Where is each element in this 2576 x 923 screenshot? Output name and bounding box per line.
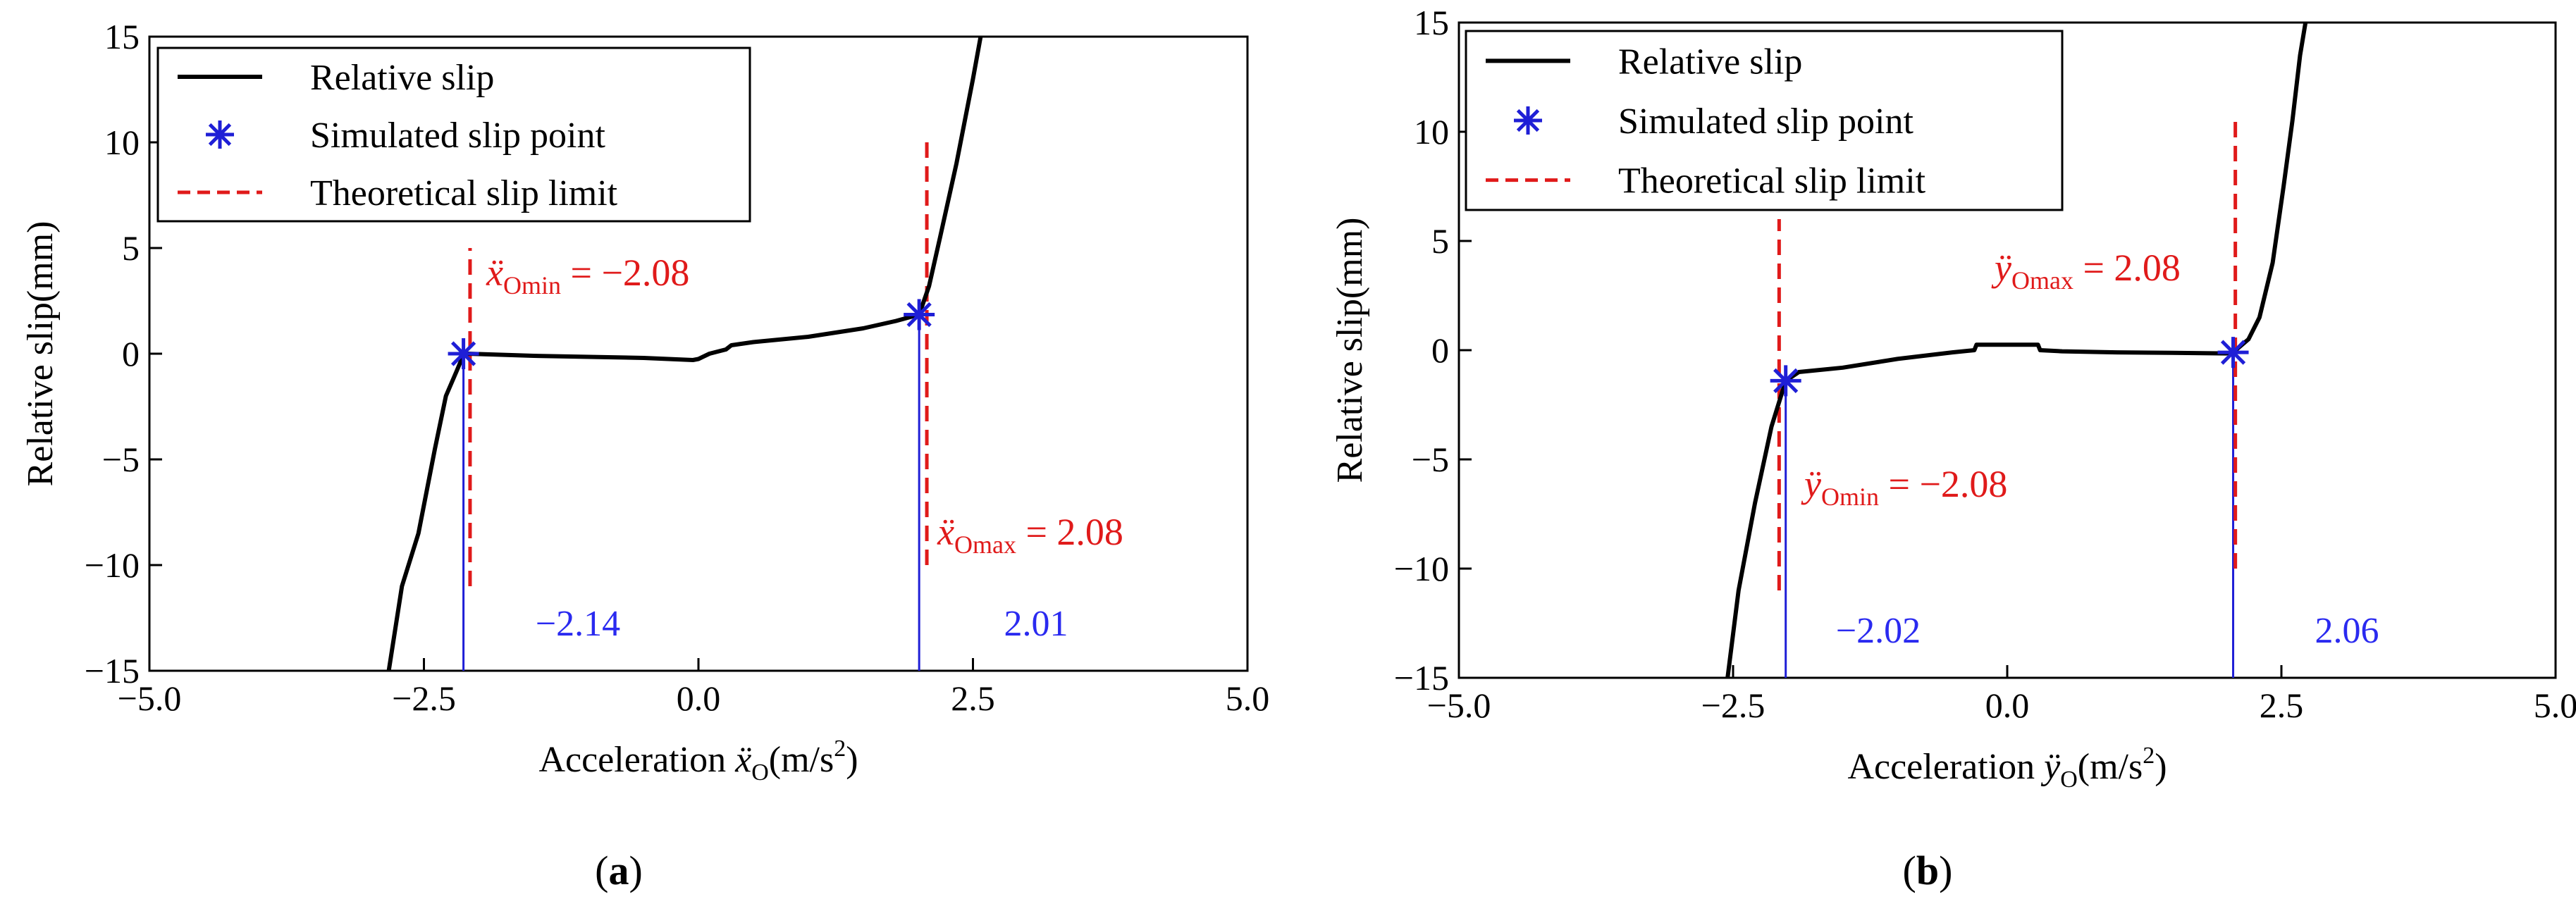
legend: Relative slip Simulated slip point Theoret…	[1465, 30, 2064, 211]
legend-swatch-asterisk	[1514, 106, 1542, 135]
legend-entry-label: Simulated slip point	[310, 116, 605, 156]
simulated-slip-point	[448, 338, 479, 369]
simulated-slip-point	[1770, 365, 1801, 397]
chart-panel-b: −5.0 −2.5 0.0 2.5 5.0 −15 −10 −5 0 5 10 15 Relative …	[1330, 3, 2576, 893]
y-tick-label: −15	[85, 651, 140, 690]
y-tick-label: 0	[1431, 330, 1449, 370]
x-axis-label-unit: (m/s	[769, 740, 834, 780]
slip-value-label: 2.06	[2315, 611, 2379, 651]
x-tick-label: 2.5	[2260, 686, 2304, 725]
limit-label-var: ẍ	[937, 511, 954, 553]
x-axis-label-sup: 2	[2143, 743, 2155, 769]
panel-label: (b)	[1903, 848, 1953, 893]
asterisk-stroke	[1516, 109, 1540, 132]
y-tick-label: 0	[122, 334, 140, 373]
y-tick-label: −15	[1394, 658, 1449, 698]
x-tick-label: 2.5	[951, 679, 995, 718]
limit-label-sub: Omax	[954, 531, 1016, 559]
x-axis-label-sup: 2	[834, 736, 846, 762]
simulated-slip-point	[904, 299, 935, 330]
x-axis-label-unit: (m/s	[2078, 747, 2143, 787]
asterisk-stroke	[1773, 368, 1799, 394]
legend-entry-label: Theoretical slip limit	[1618, 161, 1926, 202]
x-tick-label: −2.5	[392, 679, 456, 718]
asterisk-stroke	[450, 341, 476, 366]
x-tick-label: 5.0	[2534, 686, 2576, 725]
x-axis-label-prefix: Acceleration	[538, 740, 735, 780]
x-axis-label-close: )	[846, 740, 858, 780]
y-tick-label: 10	[1414, 112, 1449, 151]
limit-label: ẍOmin = −2.08	[486, 252, 689, 299]
slip-value-label: −2.14	[536, 604, 620, 644]
limit-label-sub: Omin	[1821, 483, 1879, 511]
panel-label-letter: b	[1916, 848, 1939, 893]
panel-label-letter: a	[609, 848, 629, 893]
x-tick-label: 0.0	[1985, 686, 2030, 725]
asterisk-stroke	[208, 123, 232, 147]
limit-label-var: ÿ	[1801, 463, 1821, 505]
x-axis-label-var: ÿ	[2040, 747, 2061, 787]
relative-slip-curve	[386, 37, 983, 671]
x-axis-label-sub: O	[751, 760, 769, 786]
asterisk-stroke	[2220, 340, 2246, 365]
limit-label: ÿOmin = −2.08	[1801, 463, 2007, 511]
limit-label: ÿOmax = 2.08	[1991, 247, 2181, 295]
legend: Relative slip Simulated slip point Theoret…	[156, 47, 751, 223]
limit-label-var: ẍ	[486, 252, 503, 294]
y-tick-label: −5	[1412, 440, 1449, 479]
y-tick-label: 15	[104, 17, 140, 56]
limit-label-var: ÿ	[1991, 247, 2011, 289]
legend-entry-label: Theoretical slip limit	[310, 173, 618, 213]
y-tick-label: 5	[1431, 221, 1449, 261]
limit-label: ẍOmax = 2.08	[937, 511, 1123, 559]
slip-value-label: 2.01	[1004, 604, 1068, 644]
x-axis-label-sub: O	[2060, 767, 2078, 793]
limit-label-value: = −2.08	[1879, 463, 2007, 505]
x-axis-label-close: )	[2155, 747, 2167, 787]
x-axis-label: Acceleration ẍO(m/s2)	[538, 736, 858, 786]
slip-value-label: −2.02	[1836, 611, 1921, 651]
legend-entry-label: Simulated slip point	[1618, 101, 1913, 142]
x-axis-label: Acceleration ÿO(m/s2)	[1847, 743, 2167, 793]
x-tick-label: 5.0	[1226, 679, 1270, 718]
panel-label: (a)	[595, 848, 643, 893]
x-tick-label: 0.0	[677, 679, 721, 718]
legend-entry-label: Relative slip	[1618, 42, 1802, 82]
x-tick-label: −5.0	[1427, 686, 1491, 725]
panel-label-open: (	[1903, 848, 1916, 893]
legend-swatch-asterisk	[206, 120, 234, 149]
y-tick-label: −10	[85, 545, 140, 585]
plot-area	[386, 37, 983, 671]
y-tick-label: 5	[122, 228, 140, 268]
chart-panel-a: −5.0 −2.5 0.0 2.5 5.0 −15 −10 −5 0 5 10 15 Relative …	[20, 17, 1269, 893]
panel-label-close: )	[629, 848, 643, 893]
x-axis-label-prefix: Acceleration	[1847, 747, 2044, 787]
panel-label-close: )	[1939, 848, 1952, 893]
legend-entry-label: Relative slip	[310, 58, 494, 98]
y-axis-label: Relative slip(mm)	[20, 221, 61, 487]
limit-label-sub: Omin	[503, 271, 561, 299]
panel-label-open: (	[595, 848, 608, 893]
limit-label-value: = 2.08	[1016, 511, 1123, 553]
y-tick-label: −10	[1394, 549, 1449, 588]
asterisk-stroke	[906, 302, 932, 328]
simulated-slip-point	[2217, 337, 2249, 368]
x-tick-label: −5.0	[118, 679, 182, 718]
y-tick-label: −5	[102, 440, 140, 479]
y-axis-label: Relative slip(mm)	[1330, 218, 1370, 483]
x-axis-label-var: ẍ	[734, 740, 751, 780]
y-tick-label: 15	[1414, 3, 1449, 42]
limit-label-value: = −2.08	[561, 252, 689, 294]
limit-label-value: = 2.08	[2073, 247, 2181, 289]
limit-label-sub: Omax	[2011, 266, 2073, 295]
x-tick-label: −2.5	[1701, 686, 1765, 725]
y-tick-label: 10	[104, 123, 140, 162]
